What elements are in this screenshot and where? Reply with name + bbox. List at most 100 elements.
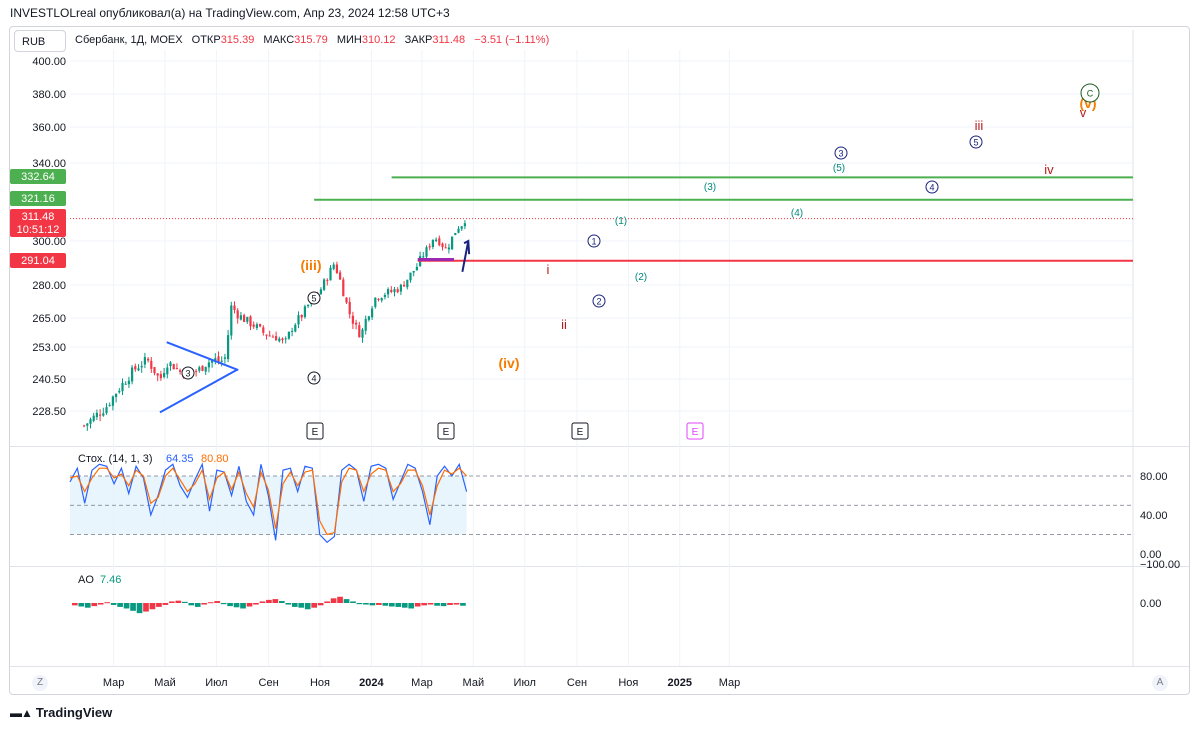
ao-bar	[194, 603, 201, 607]
candle-body	[355, 322, 358, 325]
candle-body	[102, 413, 105, 416]
ao-bar	[259, 601, 266, 603]
ao-bar	[460, 603, 466, 606]
price-axis-tick-label: 380.00	[32, 89, 66, 101]
earnings-marker	[686, 422, 704, 440]
price-axis-tick-label: 300.00	[32, 236, 66, 248]
price-axis-tick-label: 240.50	[32, 374, 66, 386]
candle-body	[131, 367, 134, 382]
candle-body	[415, 266, 419, 271]
earnings-marker-label: E	[692, 427, 699, 438]
price-axis-tick-label: 400.00	[32, 56, 66, 68]
ao-bar	[162, 603, 169, 605]
pane-separator[interactable]	[10, 446, 1189, 447]
candle-body	[278, 338, 281, 342]
ao-bar	[104, 602, 111, 604]
candle-body	[300, 314, 303, 318]
ao-bar	[304, 603, 311, 610]
time-axis-tick-label: Мар	[103, 677, 125, 689]
candle-body	[195, 370, 198, 372]
stochastic-series-line	[69, 467, 468, 536]
price-axis-tick-label: 340.00	[32, 158, 66, 170]
candle-body	[380, 297, 383, 301]
ao-bar	[388, 603, 395, 607]
ao-bar	[285, 603, 292, 605]
candle-body	[108, 405, 111, 407]
candle-body	[307, 304, 310, 307]
wave-label: (2)	[635, 272, 647, 283]
candle-body	[444, 247, 447, 249]
candle-body	[406, 279, 409, 288]
candle-body	[271, 336, 275, 338]
candle-body	[275, 336, 278, 341]
candle-body	[358, 325, 361, 338]
symbol-name[interactable]: Сбербанк, 1Д, MOEX	[75, 34, 183, 46]
candle-body	[211, 360, 214, 363]
earnings-marker	[306, 422, 324, 440]
candle-body	[297, 315, 300, 325]
ao-bar	[356, 603, 363, 605]
candle-body	[143, 357, 147, 365]
candle-body	[259, 324, 262, 327]
candle-body	[255, 324, 259, 328]
ao-bar	[382, 603, 389, 606]
candle-body	[134, 366, 137, 370]
time-axis-tick-label: Мар	[719, 677, 741, 689]
currency-button[interactable]: RUB	[14, 30, 66, 52]
candle-body	[169, 362, 172, 367]
candle-body	[127, 380, 131, 385]
ao-bar	[253, 603, 259, 605]
wave-label: 3	[838, 149, 843, 159]
ao-bar	[227, 603, 233, 607]
candle-body	[323, 279, 326, 290]
price-axis-tick-label: 253.00	[32, 342, 66, 354]
candle-body	[284, 338, 287, 340]
chart-frame	[9, 26, 1190, 695]
low-label: МИН	[336, 34, 362, 46]
ao-bar	[169, 601, 175, 603]
time-axis-tick-label: Сен	[259, 677, 279, 689]
pane-separator[interactable]	[10, 566, 1189, 567]
price-badge	[10, 191, 66, 206]
ao-bar	[97, 603, 104, 605]
candle-body	[243, 315, 246, 322]
triangle-upper-trendline	[166, 341, 239, 371]
candle-body	[83, 425, 86, 427]
candle-body	[326, 279, 329, 281]
candle-body	[348, 301, 351, 315]
auto-scale-button[interactable]: A	[1152, 675, 1168, 691]
close-label: ЗАКР	[404, 34, 433, 46]
high-value: 315.79	[294, 34, 328, 46]
time-axis-tick-label: Мар	[411, 677, 433, 689]
candle-body	[396, 289, 399, 293]
candle-body	[156, 373, 159, 376]
candle-body	[233, 305, 236, 310]
ao-bar	[188, 603, 195, 606]
candle-body	[252, 324, 255, 327]
candle-body	[383, 295, 387, 297]
candle-body	[412, 270, 415, 273]
time-axis-tick-label: Май	[154, 677, 176, 689]
candle-body	[428, 246, 431, 248]
price-badge-value: 311.48	[22, 211, 55, 223]
candle-body	[111, 396, 115, 406]
ao-bar	[453, 603, 460, 605]
publish-caption: INVESTLOLreal опубликовал(а) на TradingV…	[10, 6, 450, 20]
zoom-reset-button[interactable]: Z	[32, 675, 48, 691]
candle-body	[342, 279, 345, 297]
candle-body	[204, 366, 207, 372]
candle-body	[150, 360, 153, 369]
open-label: ОТКР	[191, 34, 221, 46]
tradingview-logo[interactable]: ▬▲ TradingView	[10, 705, 112, 720]
ao-axis-tick: 0.00	[1140, 598, 1161, 610]
wave-label: (iv)	[499, 355, 520, 371]
ao-bar	[395, 603, 402, 607]
ao-bar	[440, 603, 447, 607]
candle-body	[179, 370, 182, 372]
candle-body	[387, 289, 390, 295]
candle-body	[390, 289, 393, 292]
candle-body	[332, 264, 335, 269]
price-axis-tick-label: 360.00	[32, 122, 66, 134]
candle-body	[377, 298, 380, 300]
